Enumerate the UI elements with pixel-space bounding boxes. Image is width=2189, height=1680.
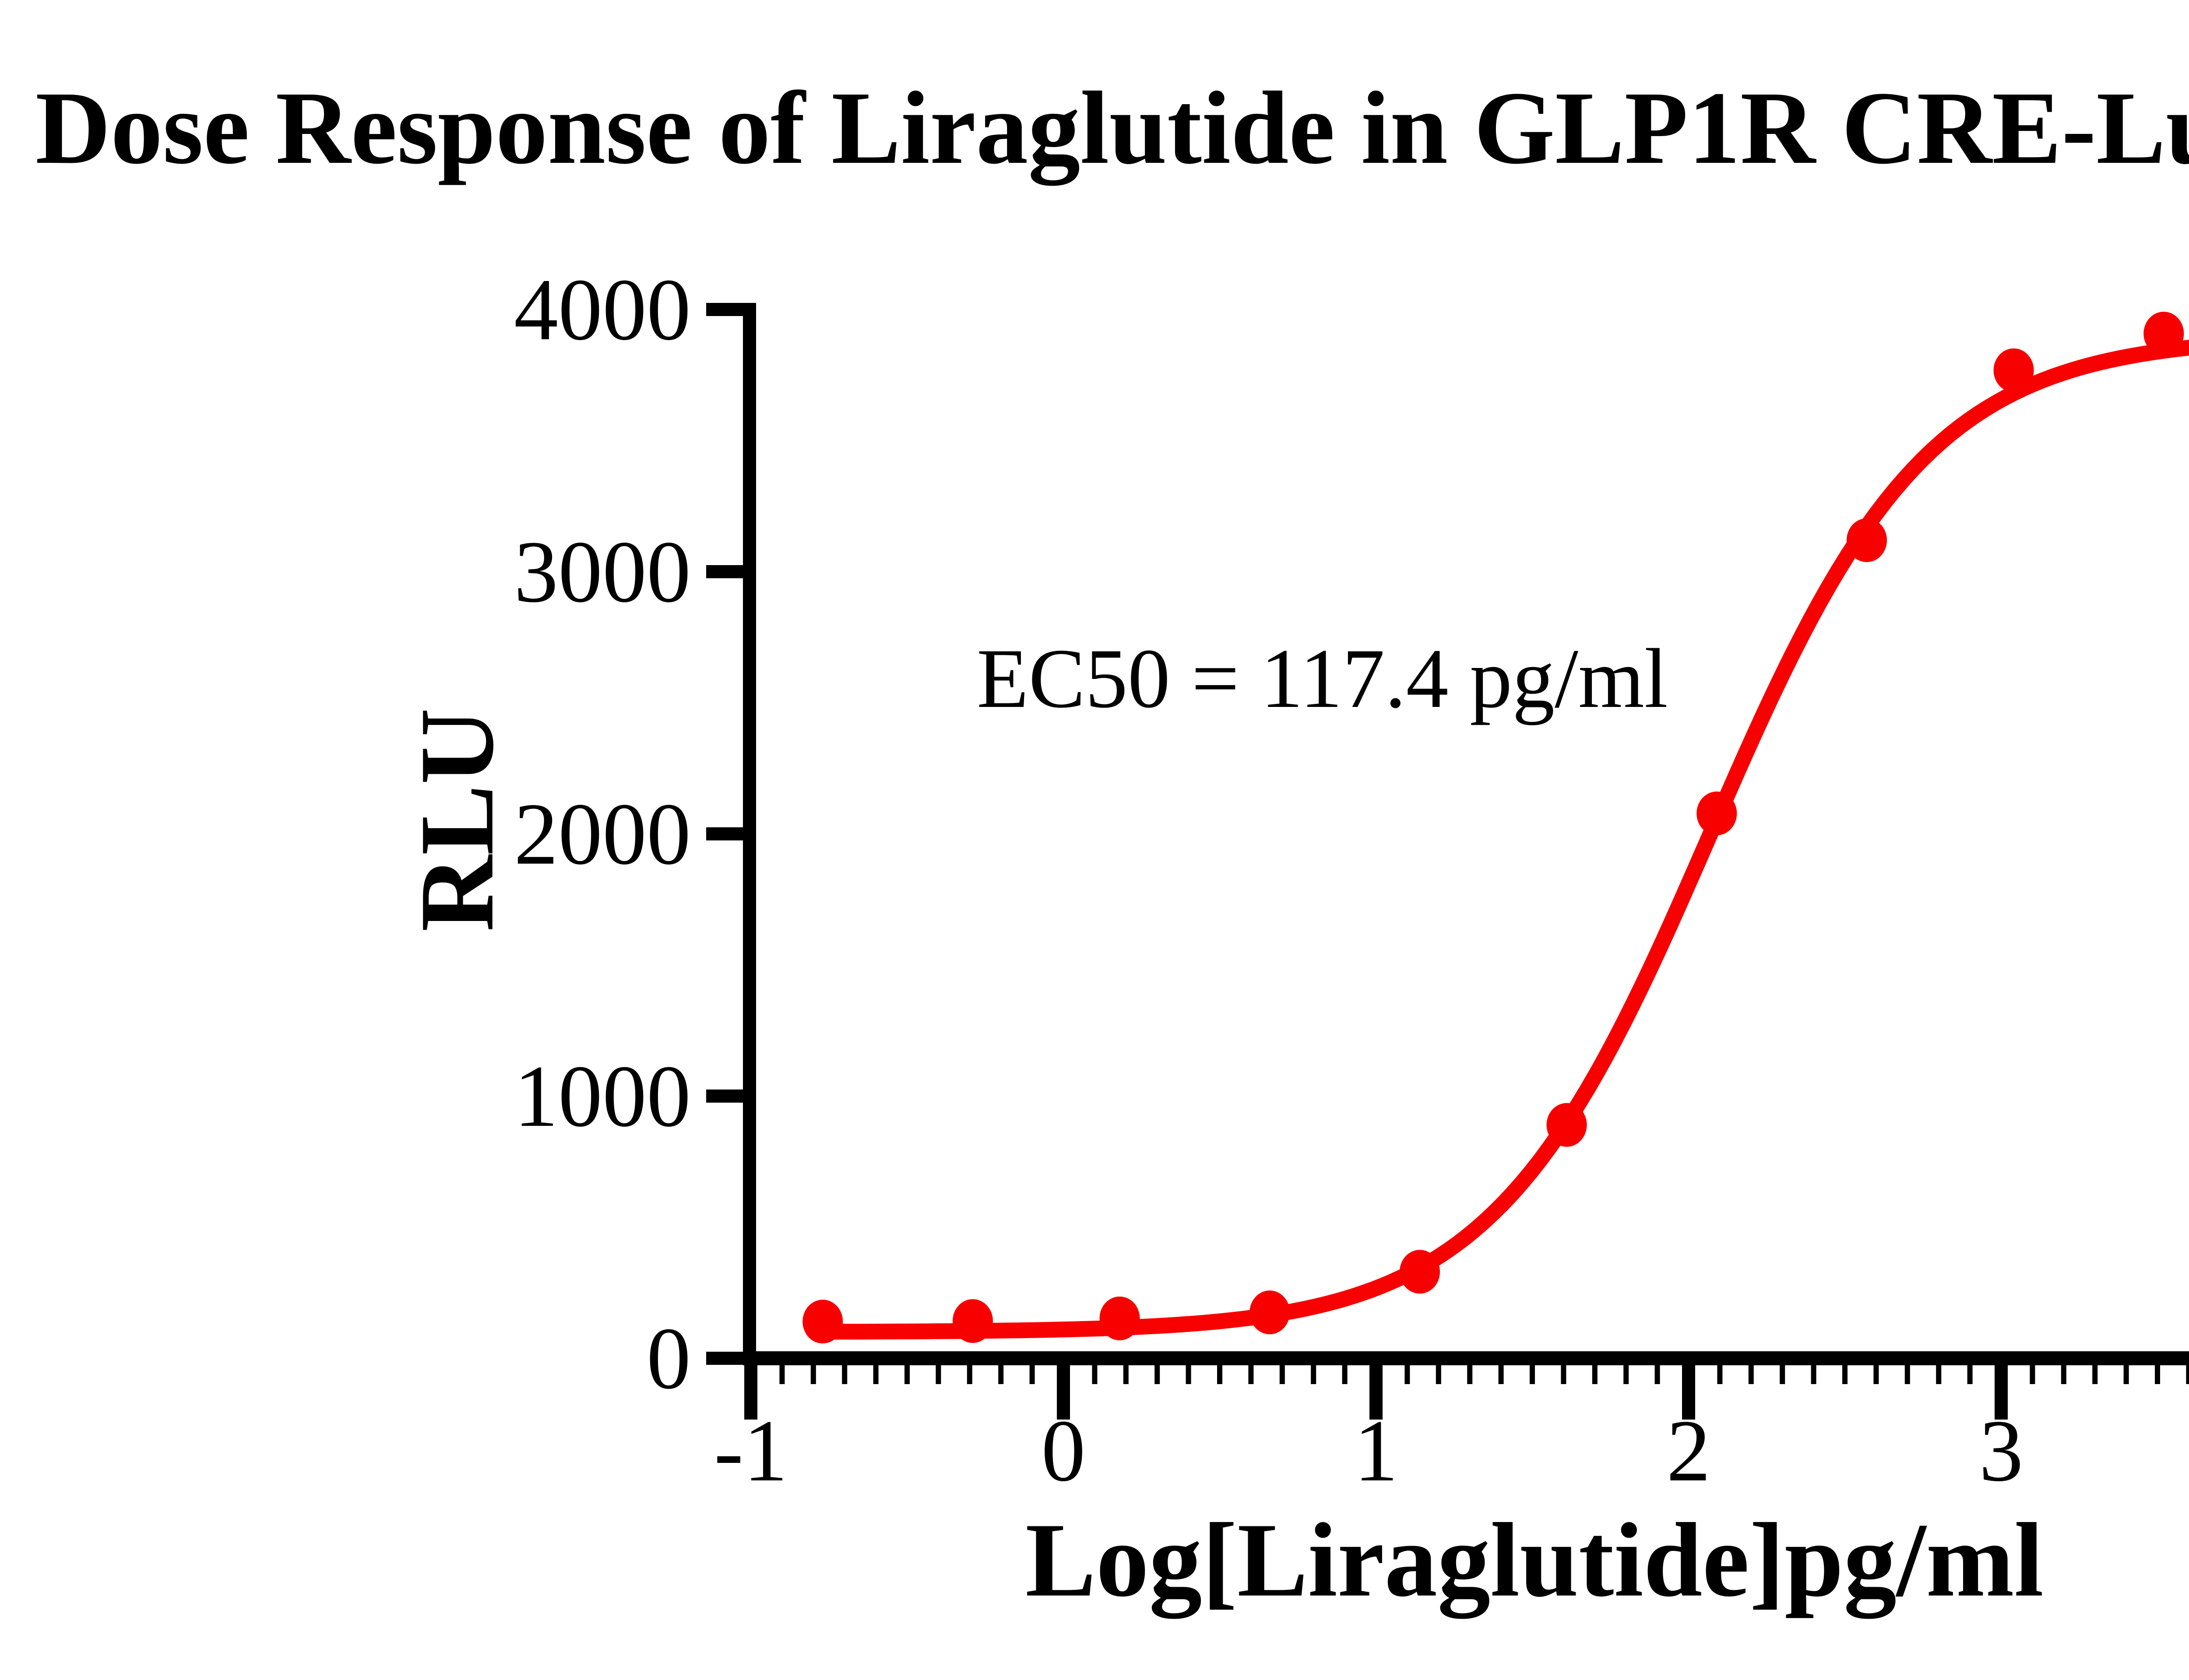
data-point — [1846, 518, 1887, 562]
x-tick-label: 2 — [1667, 1402, 1711, 1500]
y-tick-label: 1000 — [514, 1047, 691, 1145]
y-tick-label: 0 — [647, 1309, 691, 1407]
chart-title: Dose Response of Liraglutide in GLP1R CR… — [35, 70, 2189, 186]
data-point — [1696, 791, 1737, 836]
axes — [743, 303, 2189, 1365]
x-tick-label: 0 — [1042, 1402, 1086, 1500]
data-point — [1099, 1296, 1140, 1340]
x-axis-title: Log[Liraglutide]pg/ml — [1025, 1501, 2044, 1619]
data-point — [2143, 312, 2184, 356]
data-point — [1546, 1103, 1587, 1147]
x-tick-label: -1 — [714, 1402, 788, 1500]
ec50-annotation: EC50 = 117.4 pg/ml — [977, 631, 1668, 726]
x-axis-ticks: -101234 — [714, 1365, 2189, 1500]
data-point — [1249, 1290, 1290, 1335]
fit-curve-layer — [815, 340, 2189, 1340]
dose-response-curve — [815, 340, 2189, 1340]
data-point-layer — [802, 312, 2184, 1344]
x-tick-label: 1 — [1354, 1402, 1398, 1500]
data-point — [802, 1300, 843, 1344]
y-tick-label: 3000 — [514, 523, 691, 621]
x-tick-label: 3 — [1979, 1402, 2024, 1500]
data-point — [1993, 348, 2034, 392]
y-tick-label: 2000 — [514, 785, 691, 883]
data-point — [1399, 1250, 1440, 1294]
y-axis-ticks: 0 1000 2000 3000 4000 — [514, 260, 750, 1407]
y-tick-label: 4000 — [514, 260, 691, 358]
data-point — [952, 1299, 993, 1343]
y-axis-title: RLU — [398, 708, 516, 932]
